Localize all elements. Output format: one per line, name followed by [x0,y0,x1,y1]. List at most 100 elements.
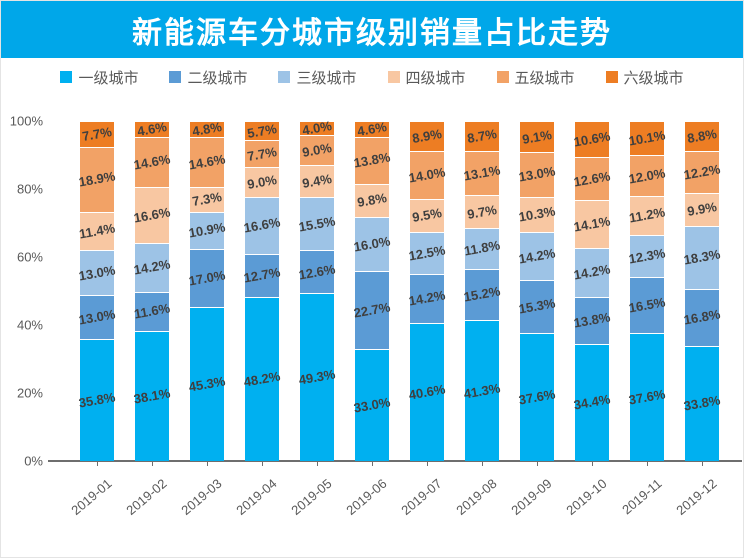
bar-segment [245,197,279,254]
x-axis-label: 2019-02 [123,475,170,518]
legend-label: 三级城市 [296,69,357,87]
bar-segment [410,274,444,323]
bar-segment [190,306,224,461]
legend-label: 二级城市 [187,69,248,87]
bar-segment [300,165,334,198]
bar-segment [575,343,609,461]
y-axis-tick-label: 60% [16,249,43,265]
legend-swatch-icon [278,71,291,83]
x-axis-line [48,460,742,462]
bar-segment [135,186,169,244]
legend-swatch-icon [605,71,618,83]
x-axis-label: 2019-01 [68,475,115,518]
x-axis-tick [152,462,153,466]
bar-segment [135,331,169,461]
bar-segment [135,243,169,292]
bar-segment [80,339,114,461]
x-axis-tick [207,462,208,466]
title-banner: 新能源车分城市级别销量占比走势 [1,1,743,58]
bar-2019-10 [575,121,609,461]
bar-2019-08 [465,121,499,461]
bar-segment [80,250,114,295]
bar-segment [190,121,224,138]
bar-segment [575,248,609,297]
bar-2019-05 [300,121,334,461]
bar-segment [135,121,169,137]
x-axis-tick [427,462,428,466]
bar-segment [685,345,719,461]
bar-segment [355,348,389,461]
bar-2019-06 [355,121,389,461]
x-axis-label: 2019-12 [673,475,720,518]
y-axis-tick-label: 20% [16,385,43,401]
legend-label: 五级城市 [514,69,575,87]
bar-segment [300,121,334,135]
bar-segment [300,134,334,166]
legend-swatch-icon [496,71,509,83]
bar-segment [465,121,499,151]
x-axis-tick [702,462,703,466]
bar-segment [630,234,664,277]
x-axis-label: 2019-06 [343,475,390,518]
y-axis-tick-label: 100% [9,113,43,129]
legend-swatch-icon [169,71,182,83]
x-axis-tick [97,462,98,466]
bar-segment [245,166,279,198]
x-axis-label: 2019-09 [508,475,555,518]
bar-segment [300,250,334,294]
legend-item: 六级城市 [605,67,684,88]
bar-segment [80,211,114,251]
bar-segment [190,137,224,188]
bar-segment [190,187,224,212]
bar-segment [355,217,389,272]
bar-segment [630,332,664,461]
legend-item: 三级城市 [278,67,357,88]
bar-segment [465,268,499,321]
bar-2019-02 [135,121,169,461]
x-axis-tick [482,462,483,466]
legend-label: 四级城市 [405,69,466,87]
bar-segment [520,280,554,333]
legend-item: 一级城市 [60,67,138,88]
x-axis-tick [592,462,593,466]
bar-segment [685,226,719,289]
bar-segment [685,151,719,193]
legend-label: 一级城市 [78,69,139,87]
x-axis-label: 2019-10 [563,475,610,518]
legend-item: 四级城市 [387,67,466,88]
bar-segment [520,231,554,281]
bar-segment [300,197,334,251]
bar-segment [410,231,444,275]
bar-segment [630,196,664,235]
bar-segment [245,296,279,461]
y-axis-tick-label: 40% [16,317,43,333]
bar-segment [575,296,609,344]
bar-segment [685,192,719,227]
bar-segment [465,228,499,269]
bar-2019-09 [520,121,554,461]
bar-segment [80,147,114,212]
y-axis-tick-label: 80% [16,181,43,197]
bar-2019-04 [245,121,279,461]
bar-segment [410,199,444,232]
bar-segment [135,136,169,187]
bar-segment [630,276,664,333]
x-axis-label: 2019-04 [233,475,280,518]
bar-2019-01 [80,121,114,461]
bar-segment [190,248,224,307]
bar-segment [520,152,554,197]
x-axis-tick [537,462,538,466]
x-axis-tick [372,462,373,466]
bar-segment [465,320,499,461]
bar-2019-12 [685,121,719,461]
bar-segment [355,271,389,349]
bar-segment [190,211,224,249]
legend-item: 五级城市 [496,67,575,88]
legend-swatch-icon [387,71,400,83]
chart-title: 新能源车分城市级别销量占比走势 [132,16,612,50]
x-axis-label: 2019-05 [288,475,335,518]
bar-segment [80,121,114,148]
bar-segment [245,121,279,141]
